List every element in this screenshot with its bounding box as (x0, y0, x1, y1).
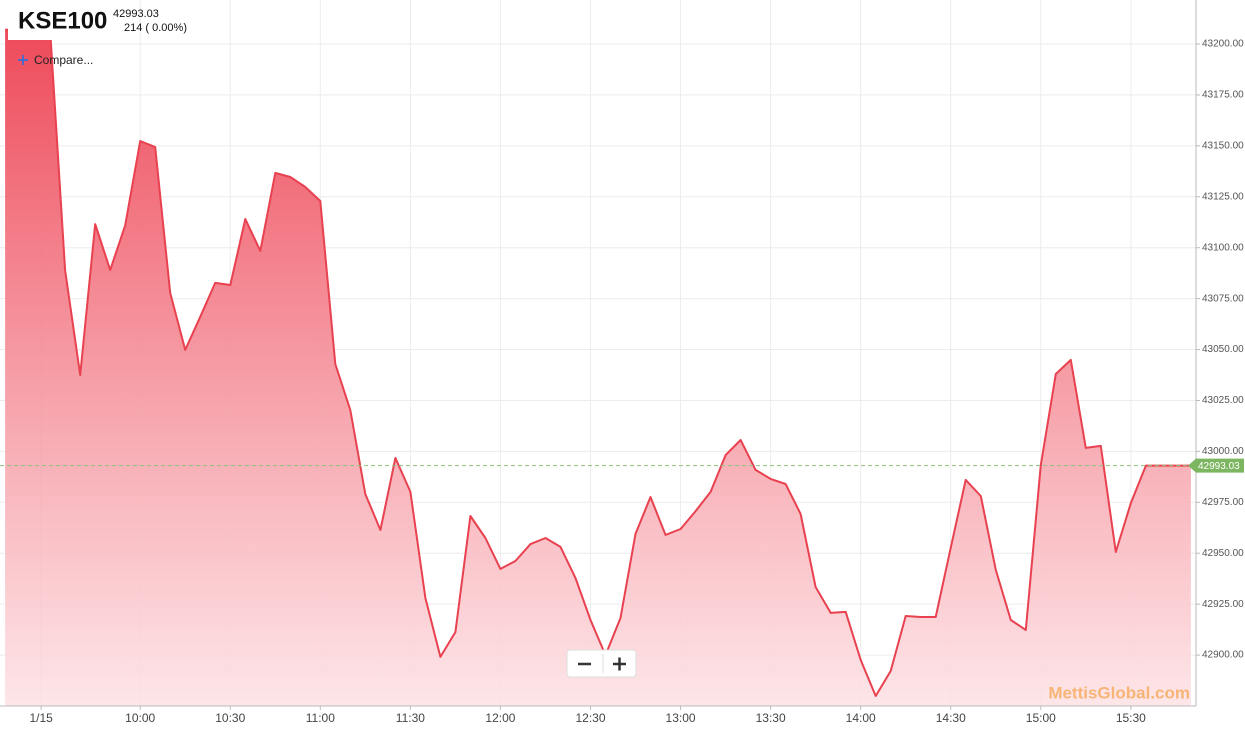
change: 214 ( 0.00%) (124, 22, 187, 34)
zoom-controls (566, 649, 637, 678)
x-tick-label: 13:30 (756, 711, 786, 725)
y-tick-label: 43125.00 (1202, 191, 1244, 202)
y-tick-label: 43100.00 (1202, 242, 1244, 253)
y-tick-label: 42950.00 (1202, 548, 1244, 559)
y-tick-label: 43075.00 (1202, 293, 1244, 304)
x-tick-label: 10:00 (125, 711, 155, 725)
x-tick-label: 13:00 (666, 711, 696, 725)
y-tick-label: 43175.00 (1202, 90, 1244, 101)
symbol: KSE100 (18, 7, 107, 34)
y-tick-label: 42925.00 (1202, 599, 1244, 610)
y-tick-label: 43000.00 (1202, 446, 1244, 457)
x-tick-label: 15:30 (1116, 711, 1146, 725)
y-tick-label: 43050.00 (1202, 344, 1244, 355)
last-price: 42993.03 (113, 8, 159, 20)
compare-label[interactable]: Compare... (34, 53, 93, 67)
x-tick-label: 11:30 (396, 711, 425, 725)
x-tick-label: 11:00 (306, 711, 335, 725)
area-fill (5, 29, 1191, 706)
compare-button[interactable]: Compare... (18, 53, 93, 67)
x-tick-label: 14:00 (846, 711, 876, 725)
y-tick-label: 43025.00 (1202, 395, 1244, 406)
x-tick-label: 1/15 (29, 711, 53, 725)
last-price-label: 42993.03 (1198, 461, 1240, 472)
x-tick-label: 10:30 (215, 711, 245, 725)
y-tick-label: 43200.00 (1202, 39, 1244, 50)
x-tick-label: 15:00 (1026, 711, 1056, 725)
header-bg (8, 0, 54, 40)
watermark: MettisGlobal.com (1048, 683, 1190, 702)
x-tick-label: 14:30 (936, 711, 966, 725)
y-tick-label: 43150.00 (1202, 140, 1244, 151)
y-tick-label: 42975.00 (1202, 497, 1244, 508)
y-tick-label: 42900.00 (1202, 650, 1244, 661)
price-line (5, 28, 1191, 697)
x-tick-label: 12:00 (485, 711, 515, 725)
x-tick-label: 12:30 (575, 711, 605, 725)
last-price-marker (1188, 458, 1244, 473)
